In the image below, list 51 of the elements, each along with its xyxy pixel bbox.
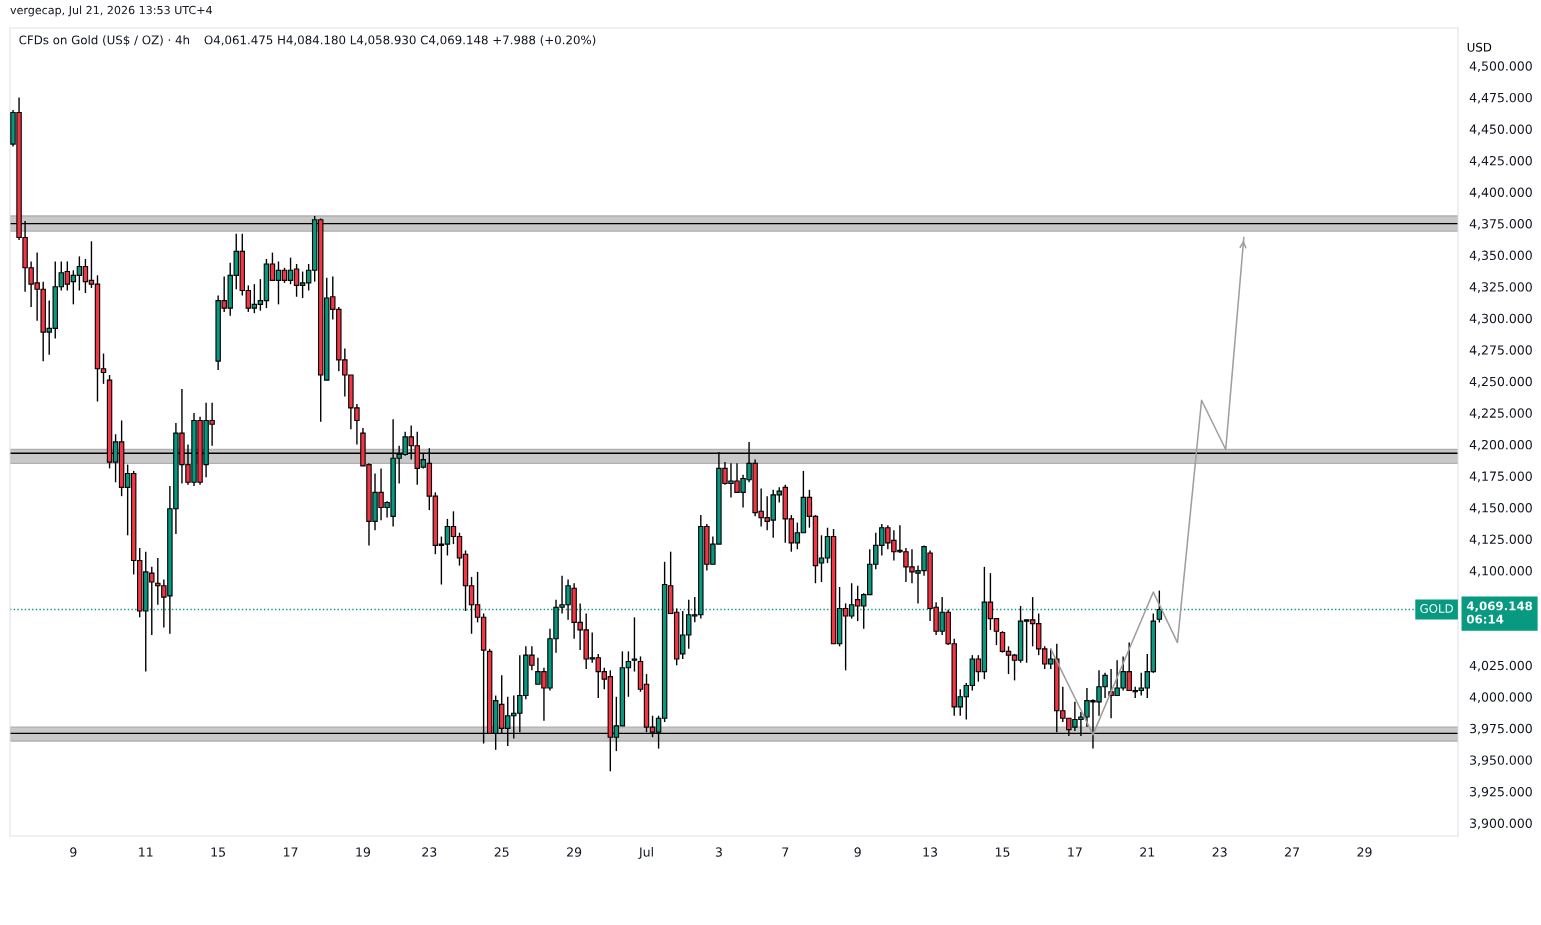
- y-tick-label: 4,425.000: [1469, 155, 1532, 167]
- x-tick-label: 3: [715, 847, 722, 857]
- text: CFDs on Gold (US$ / OZ) · 4h: [19, 35, 190, 46]
- ref-line-label: GOLD: [1420, 604, 1453, 613]
- x-tick-label: 9: [70, 847, 77, 857]
- y-tick-label: 4,325.000: [1469, 282, 1532, 293]
- text: vergecap, Jul 21, 2026 13:53 UTC+4: [10, 5, 212, 17]
- y-tick-label: 4,275.000: [1469, 345, 1532, 356]
- y-tick-label: 4,350.000: [1469, 250, 1532, 262]
- y-tick-label: 4,225.000: [1469, 408, 1532, 420]
- y-tick-label: 4,175.000: [1469, 471, 1532, 483]
- x-tick-label: 29: [567, 847, 582, 857]
- x-tick-label: 17: [283, 847, 298, 857]
- x-tick-label: 23: [1212, 847, 1227, 857]
- y-tick-label: 4,100.000: [1469, 566, 1532, 577]
- x-tick-label: 21: [1140, 847, 1155, 857]
- text: 06:14: [1466, 614, 1504, 624]
- y-tick-label: 3,975.000: [1470, 723, 1532, 735]
- x-tick-label: 7: [782, 847, 789, 857]
- x-tick-label: 15: [995, 847, 1010, 857]
- y-tick-label: 4,300.000: [1469, 313, 1532, 325]
- text: 4,069.148: [1466, 601, 1533, 612]
- x-tick-label: 19: [356, 847, 371, 857]
- y-tick-label: 4,375.000: [1469, 219, 1532, 230]
- line-series: [1049, 236, 1245, 736]
- y-tick-label: 4,450.000: [1469, 124, 1532, 136]
- x-tick-label: Jul: [638, 847, 653, 860]
- candlestick: [631, 616, 638, 673]
- x-tick-label: 17: [1068, 847, 1082, 857]
- y-tick-label: 4,475.000: [1469, 92, 1532, 104]
- x-tick-label: 11: [139, 847, 153, 857]
- y-tick-label: 4,125.000: [1469, 534, 1532, 546]
- x-tick-label: 29: [1357, 847, 1372, 857]
- y-tick-label: 4,400.000: [1469, 187, 1532, 199]
- x-tick-label: 25: [494, 847, 509, 857]
- text: O4,061.475 H4,084.180 L4,058.930 C4,069.148 +7.988 (+0.20%): [204, 35, 596, 46]
- y-tick-label: 4,025.000: [1469, 660, 1532, 672]
- x-tick-label: 27: [1285, 847, 1299, 857]
- x-tick-label: 9: [854, 847, 861, 857]
- x-tick-label: 23: [422, 847, 437, 857]
- x-tick-label: 13: [923, 847, 938, 857]
- y-tick-label: 4,200.000: [1469, 439, 1532, 451]
- x-tick-label: 15: [211, 847, 226, 857]
- y-tick-label: 4,000.000: [1469, 692, 1532, 704]
- y-axis-title: USD: [1467, 42, 1492, 52]
- y-tick-label: 4,250.000: [1469, 376, 1532, 388]
- y-tick-label: 3,900.000: [1470, 818, 1532, 830]
- y-tick-label: 3,925.000: [1470, 786, 1532, 798]
- y-tick-label: 4,500.000: [1469, 61, 1532, 73]
- y-tick-label: 4,150.000: [1469, 503, 1532, 514]
- y-tick-label: 3,950.000: [1470, 755, 1532, 767]
